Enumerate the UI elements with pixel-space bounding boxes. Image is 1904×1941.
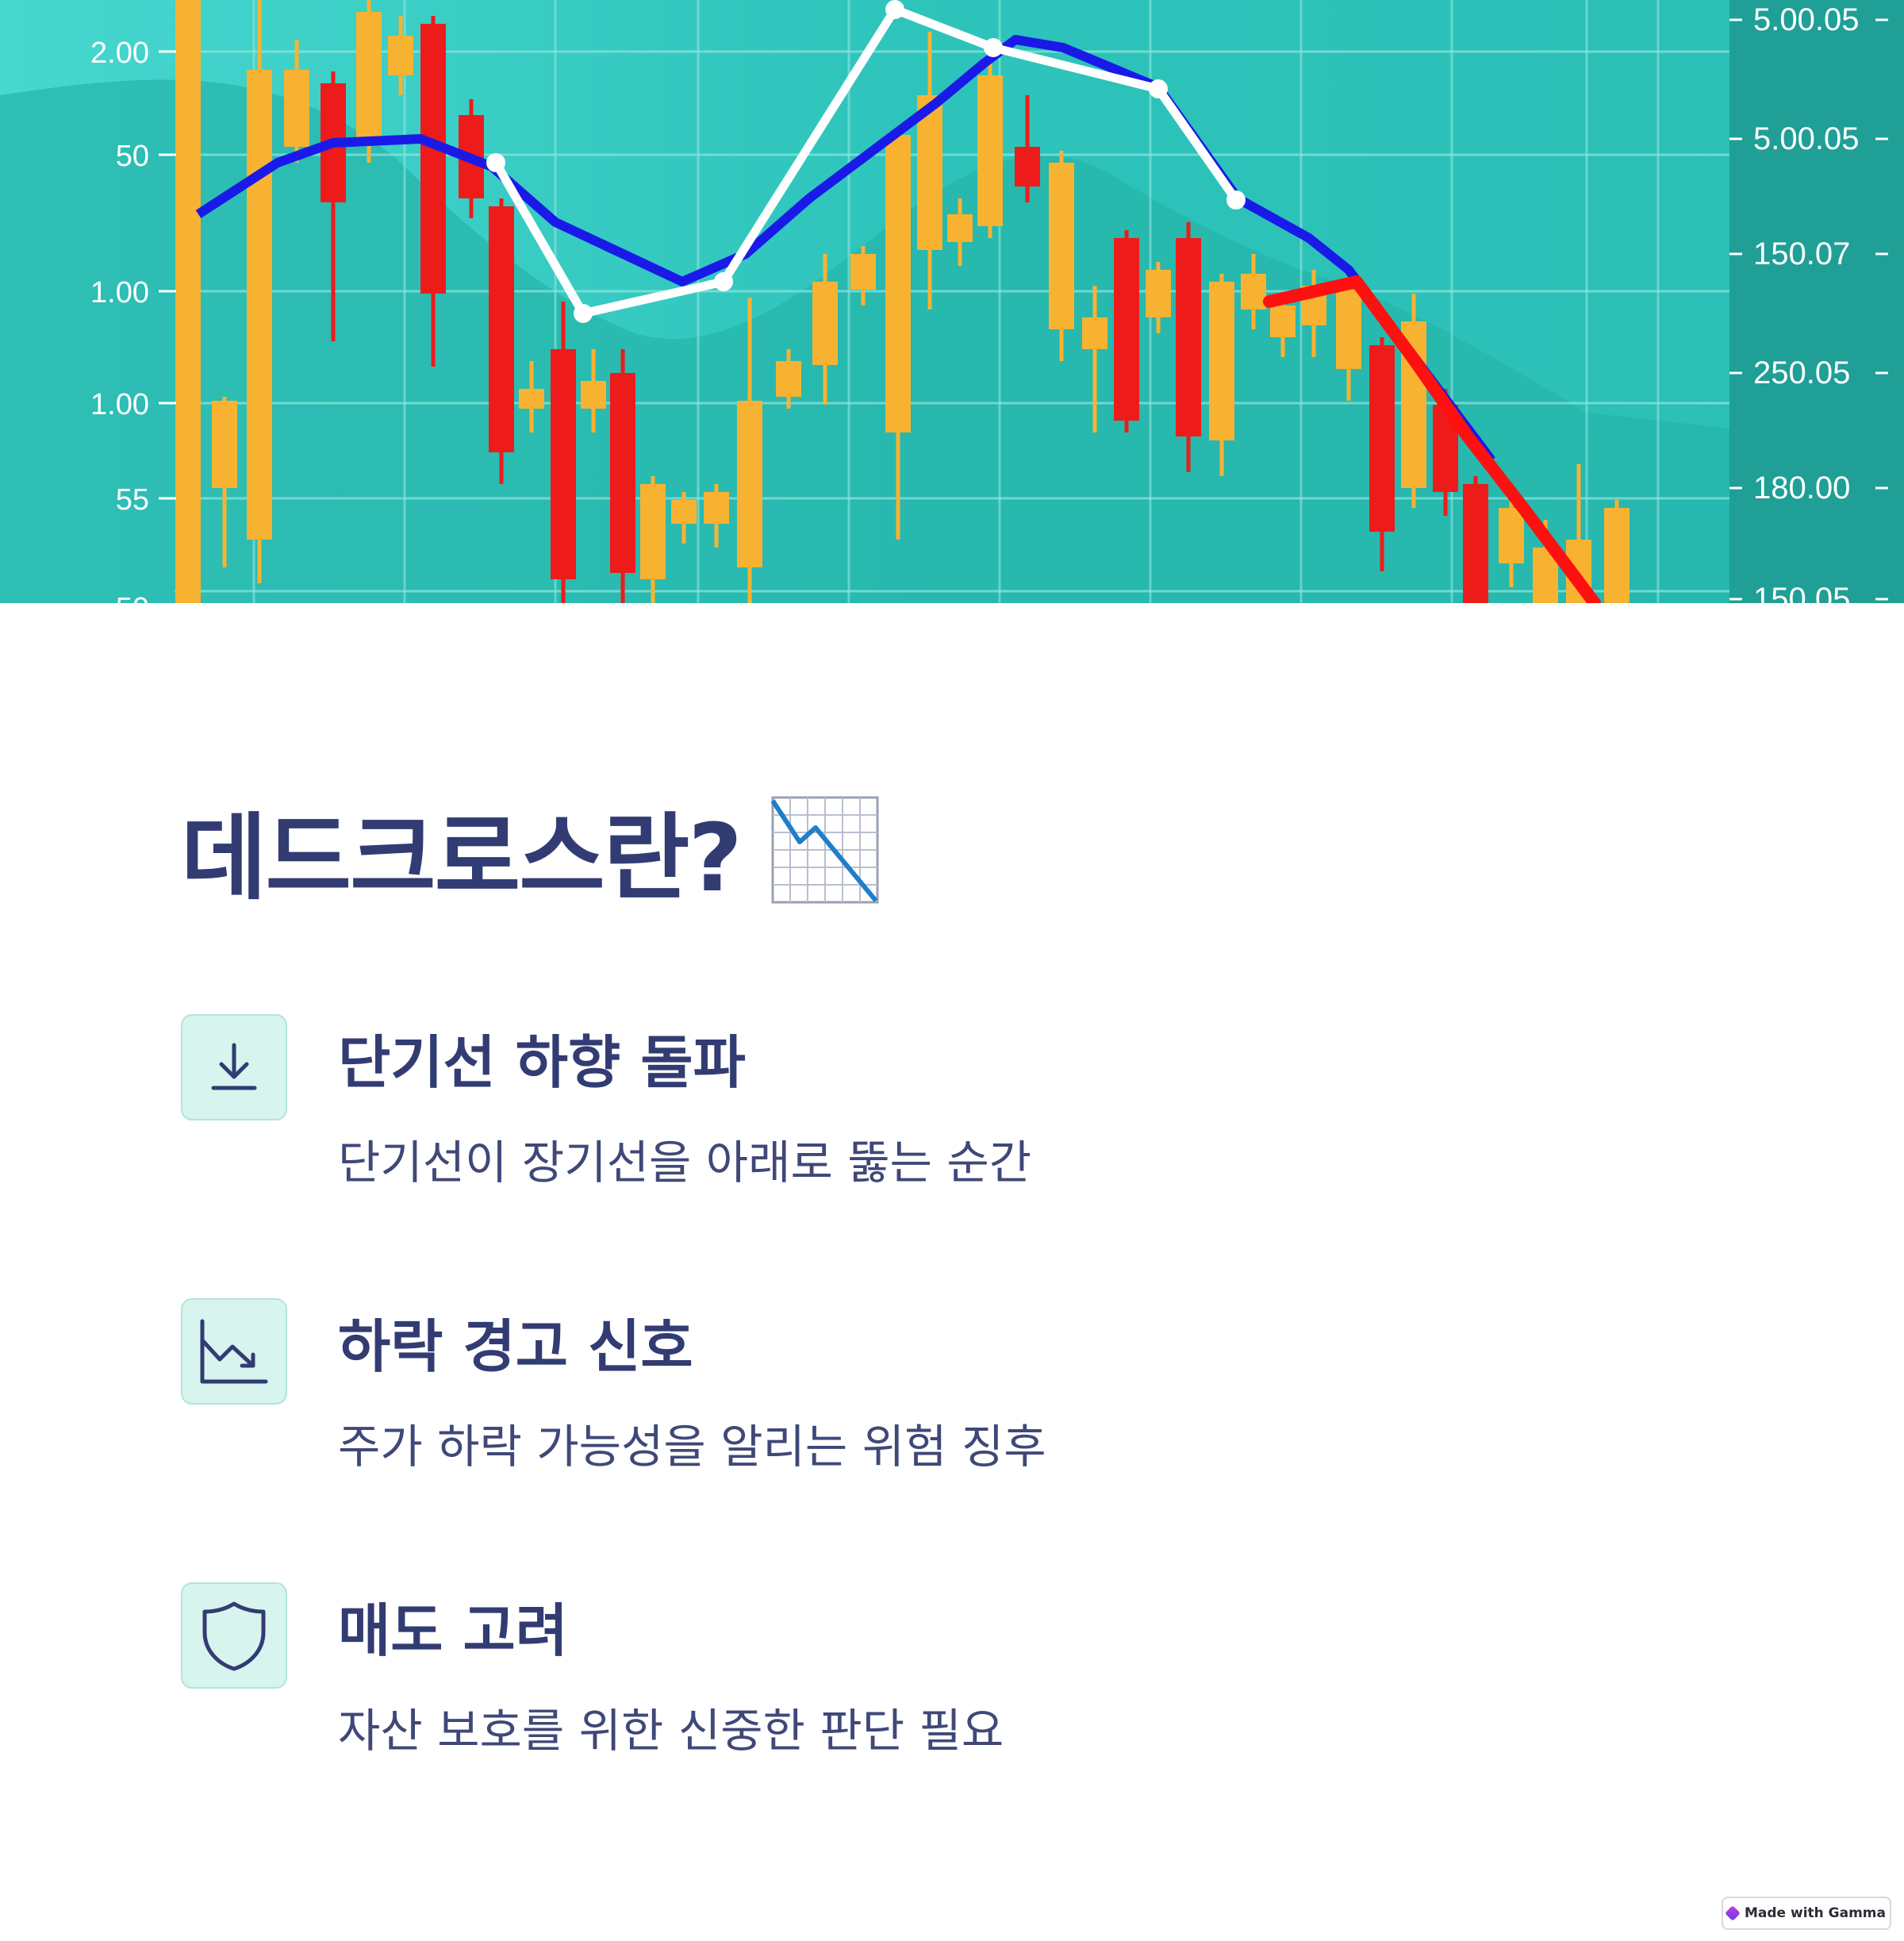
candle-body [704, 492, 729, 524]
candle-body [581, 381, 606, 409]
candle-body [812, 282, 838, 365]
candle-body [284, 70, 309, 147]
candle-body [917, 95, 942, 250]
moving-average-lines [195, 0, 1601, 603]
candle-body [885, 135, 911, 432]
left-axis-label: 50 [116, 140, 149, 173]
candle-body [1463, 484, 1488, 603]
candle-body [519, 389, 544, 409]
left-axis-label: 1.00 [90, 388, 149, 421]
left-axis-label: 2.00 [90, 37, 149, 70]
ma-point [714, 272, 733, 291]
hero-chart-image: 2.00 50 1.00 1.00 55 50 5.00.05 5.00.05 150.07 2… [0, 0, 1904, 603]
feature-description: 주가 하락 가능성을 알리는 위험 징후 [338, 1420, 1046, 1474]
candle-body [1241, 274, 1266, 309]
ma-point [1149, 79, 1168, 98]
long-term-ma-line [195, 35, 1495, 463]
ma-point [885, 0, 904, 19]
candle-body [247, 70, 272, 540]
candle-body [1082, 317, 1107, 349]
right-axis-label: 5.00.05 [1753, 2, 1859, 37]
made-with-gamma-badge[interactable]: Made with Gamma [1722, 1897, 1891, 1930]
chart-decreasing-icon [770, 794, 881, 905]
left-axis: 2.00 50 1.00 1.00 55 50 [90, 37, 176, 603]
feature-item: 매도 고려 자산 보호를 위한 신중한 판단 필요 [181, 1582, 1688, 1789]
left-axis-label: 1.00 [90, 276, 149, 309]
candle-body [1015, 147, 1040, 186]
left-axis-label: 50 [116, 592, 149, 603]
feature-title: 하락 경고 신호 [338, 1313, 693, 1380]
right-axis-label: 5.00.05 [1753, 121, 1859, 156]
candle-body [1049, 163, 1074, 329]
candle-body [489, 206, 514, 452]
candles [175, 0, 1630, 603]
feature-title: 매도 고려 [338, 1597, 569, 1664]
right-axis-label: 150.05 [1753, 582, 1850, 603]
candle-body [671, 500, 697, 524]
candle-body [420, 24, 446, 294]
page-title-text: 데드크로스란? [181, 803, 743, 913]
candle-body [1209, 282, 1234, 440]
candle-body [640, 484, 666, 579]
candle-body [356, 12, 382, 139]
candle-body [551, 349, 576, 579]
badge-text: Made with Gamma [1744, 1905, 1886, 1921]
gamma-logo-icon [1725, 1905, 1741, 1921]
page-title: 데드크로스란? [181, 782, 881, 917]
right-axis-label: 180.00 [1753, 471, 1850, 505]
ma-point [1226, 190, 1246, 209]
candle-body [737, 401, 762, 567]
ma-point [984, 38, 1003, 57]
candle-body [1270, 306, 1296, 337]
candle-body [388, 36, 413, 75]
candle-body [1336, 290, 1361, 369]
right-axis-panel [1729, 0, 1904, 603]
candle-body [1499, 508, 1524, 563]
candle-body [1114, 238, 1139, 421]
feature-item: 하락 경고 신호 주가 하락 가능성을 알리는 위험 징후 [181, 1298, 1688, 1505]
death-cross-line [1263, 275, 1601, 603]
candle-body [776, 361, 801, 397]
ma-point [574, 304, 593, 323]
candle-body [1176, 238, 1201, 436]
download-arrow-icon [181, 1014, 287, 1120]
trending-down-icon [181, 1298, 287, 1405]
candle-body [850, 254, 876, 290]
candle-body [977, 75, 1003, 226]
candle-body [947, 214, 973, 242]
candle-body [610, 373, 635, 573]
left-axis-label: 55 [116, 483, 149, 517]
candlestick-chart: 2.00 50 1.00 1.00 55 50 5.00.05 5.00.05 150.07 2… [0, 0, 1904, 603]
feature-description: 자산 보호를 위한 신중한 판단 필요 [338, 1704, 1004, 1758]
candle-body [1369, 345, 1395, 532]
candle-body [175, 0, 201, 603]
candle-body [1146, 270, 1171, 317]
feature-description: 단기선이 장기선을 아래로 뚫는 순간 [338, 1136, 1032, 1190]
candle-body [212, 401, 237, 488]
right-axis: 5.00.05 5.00.05 150.07 250.05 180.00 150.05 [1729, 2, 1888, 603]
right-axis-label: 150.07 [1753, 236, 1850, 271]
ma-point [486, 153, 505, 172]
feature-item: 단기선 하향 돌파 단기선이 장기선을 아래로 뚫는 순간 [181, 1014, 1688, 1220]
right-axis-label: 250.05 [1753, 356, 1850, 390]
feature-title: 단기선 하향 돌파 [338, 1029, 746, 1096]
candle-body [1604, 508, 1630, 603]
shield-icon [181, 1582, 287, 1689]
